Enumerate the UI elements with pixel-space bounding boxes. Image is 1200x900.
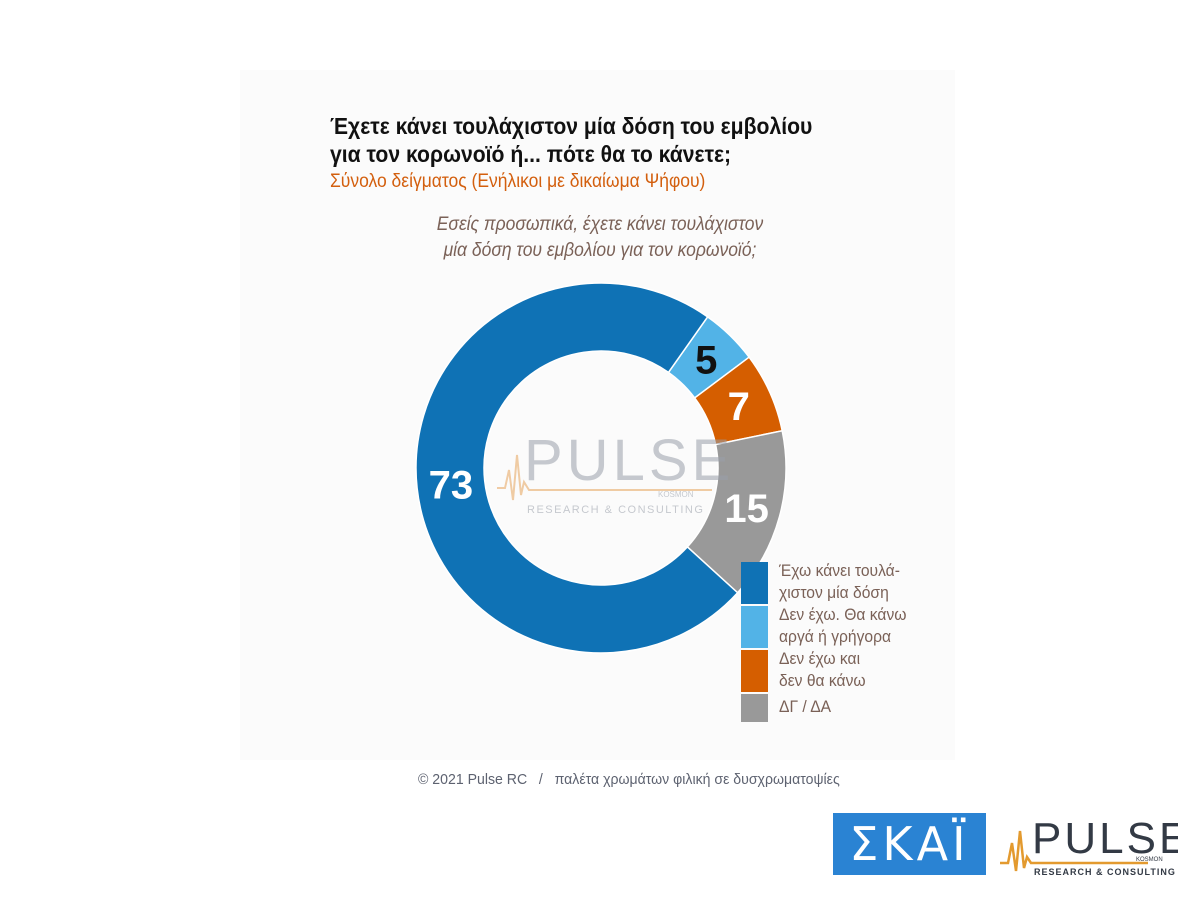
- watermark-brand: PULSE: [524, 428, 734, 493]
- pulse-logo-line: [1000, 830, 1148, 872]
- pulse-logo-small: KOSMON: [1136, 857, 1163, 863]
- legend-swatch: [741, 694, 768, 722]
- watermark-small: KOSMON: [658, 490, 694, 499]
- donut-label-will-not-vaccinate: 7: [728, 385, 750, 429]
- donut-label-vaccinated: 73: [429, 463, 474, 507]
- survey-question: Εσείς προσωπικά, έχετε κάνει τουλάχιστον…: [352, 212, 849, 264]
- legend-item-dont-know: ΔΓ / ΔΑ: [741, 692, 951, 722]
- footer-note: παλέτα χρωμάτων φιλική σε δυσχρωματοψίες: [554, 771, 840, 788]
- chart-title-line-1: Έχετε κάνει τουλάχιστον μία δόση του εμβ…: [330, 113, 813, 139]
- legend-swatch: [741, 650, 768, 692]
- legend-label-line-1: Δεν έχω και: [779, 649, 861, 668]
- legend-label: ΔΓ / ΔΑ: [779, 696, 963, 718]
- pulse-logo-tagline: RESEARCH & CONSULTING: [1034, 867, 1176, 877]
- legend-item-will-not-vaccinate: Δεν έχω και δεν θα κάνω: [741, 648, 951, 692]
- legend: Έχω κάνει τουλά- χιστον μία δόση Δεν έχω…: [741, 560, 951, 722]
- chart-title-line-2: για τον κορωνοϊό ή... πότε θα το κάνετε;: [330, 141, 732, 167]
- pulse-watermark: PULSE KOSMON RESEARCH & CONSULTING: [497, 428, 734, 516]
- watermark-tagline: RESEARCH & CONSULTING: [527, 504, 704, 516]
- donut-slice-vaccinated: [415, 282, 739, 654]
- footer-copyright: © 2021 Pulse RC: [418, 771, 528, 788]
- donut-label-will-vaccinate: 5: [695, 339, 717, 383]
- legend-swatch: [741, 562, 768, 604]
- donut-label-dont-know: 15: [724, 487, 769, 531]
- survey-question-line-1: Εσείς προσωπικά, έχετε κάνει τουλάχιστον: [436, 214, 764, 235]
- legend-label-line-1: Έχω κάνει τουλά-: [779, 561, 900, 580]
- donut-labels: 57 15 73: [429, 339, 769, 531]
- survey-question-line-2: μία δόση του εμβολίου για τον κορωνοϊό;: [443, 240, 757, 261]
- donut-slices: [415, 282, 787, 654]
- skai-logo: ΣΚΑΪ: [833, 813, 986, 875]
- legend-label-line-2: δεν θα κάνω: [779, 671, 866, 690]
- pulse-logo-brand: PULSE: [1032, 814, 1178, 863]
- footer-separator: /: [538, 771, 543, 788]
- legend-label-line-2: χιστον μία δόση: [779, 583, 889, 602]
- pulse-logo: PULSE KOSMON RESEARCH & CONSULTING: [1000, 814, 1178, 877]
- legend-label-line-2: αργά ή γρήγορα: [779, 627, 892, 646]
- watermark-pulse-line: [497, 454, 712, 501]
- legend-label: Δεν έχω. Θα κάνω αργά ή γρήγορα: [779, 604, 963, 648]
- chart-subtitle: Σύνολο δείγματος (Ενήλικοι με δικαίωμα Ψ…: [330, 171, 706, 192]
- legend-item-will-vaccinate: Δεν έχω. Θα κάνω αργά ή γρήγορα: [741, 604, 951, 648]
- legend-label: Έχω κάνει τουλά- χιστον μία δόση: [779, 560, 963, 604]
- legend-item-vaccinated: Έχω κάνει τουλά- χιστον μία δόση: [741, 560, 951, 604]
- legend-label: Δεν έχω και δεν θα κάνω: [779, 648, 963, 692]
- legend-label-line-1: ΔΓ / ΔΑ: [779, 697, 832, 716]
- legend-swatch: [741, 606, 768, 648]
- chart-title: Έχετε κάνει τουλάχιστον μία δόση του εμβ…: [330, 112, 882, 168]
- footer: © 2021 Pulse RC / παλέτα χρωμάτων φιλική…: [418, 771, 840, 788]
- legend-label-line-1: Δεν έχω. Θα κάνω: [779, 605, 907, 624]
